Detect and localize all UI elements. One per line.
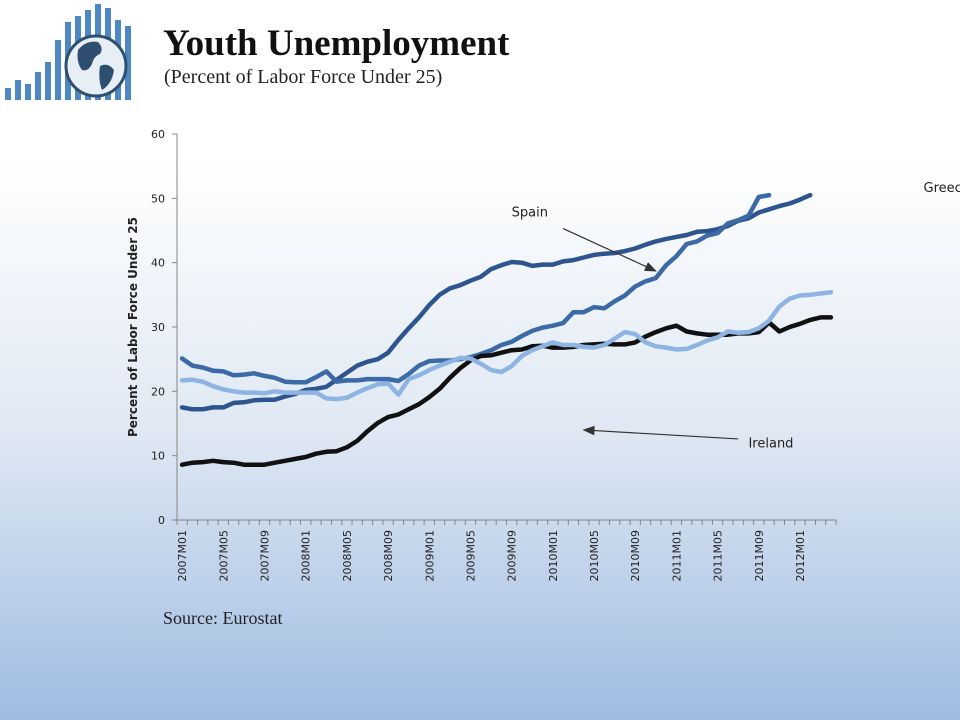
x-tick-label: 2011M01 — [670, 530, 683, 581]
x-tick-label: 2009M01 — [423, 530, 436, 581]
y-tick-label: 10 — [151, 450, 165, 463]
x-tick-label: 2009M05 — [464, 530, 477, 581]
x-tick-label: 2008M05 — [341, 530, 354, 581]
page-subtitle: (Percent of Labor Force Under 25) — [164, 66, 443, 88]
y-axis-title: Percent of Labor Force Under 25 — [126, 217, 140, 437]
annotation-arrow-ireland — [582, 425, 739, 440]
annotation-label-greece: Greece — [924, 181, 960, 196]
y-tick-label: 20 — [151, 385, 165, 398]
page-title: Youth Unemployment — [163, 23, 510, 64]
y-tick-label: 60 — [151, 128, 165, 141]
x-tick-label: 2012M01 — [794, 530, 807, 581]
source-note: Source: Eurostat — [163, 608, 283, 628]
annotation-label-ireland: Ireland — [748, 436, 793, 451]
series-line-greece — [179, 192, 813, 412]
y-tick-label: 30 — [151, 321, 165, 334]
x-tick-label: 2011M09 — [753, 530, 766, 581]
x-tick-label: 2008M01 — [300, 530, 313, 581]
x-tick-label: 2008M09 — [382, 530, 395, 581]
x-tick-label: 2007M09 — [259, 530, 272, 581]
series-line-portugal — [179, 290, 834, 402]
x-tick-label: 2007M01 — [176, 530, 189, 581]
series-line-spain — [179, 192, 772, 385]
x-tick-label: 2010M05 — [588, 530, 601, 581]
x-tick-label: 2009M09 — [506, 530, 519, 581]
globe-with-bar-chart-icon — [5, 4, 131, 100]
y-tick-label: 0 — [158, 514, 165, 527]
x-tick-label: 2010M01 — [547, 530, 560, 581]
y-tick-label: 40 — [151, 257, 165, 270]
annotation-label-spain: Spain — [512, 205, 548, 220]
annotation-arrow-spain — [562, 228, 657, 272]
x-tick-label: 2007M05 — [217, 530, 230, 581]
x-tick-label: 2011M05 — [712, 530, 725, 581]
y-tick-label: 50 — [151, 192, 165, 205]
x-tick-label: 2010M09 — [629, 530, 642, 581]
